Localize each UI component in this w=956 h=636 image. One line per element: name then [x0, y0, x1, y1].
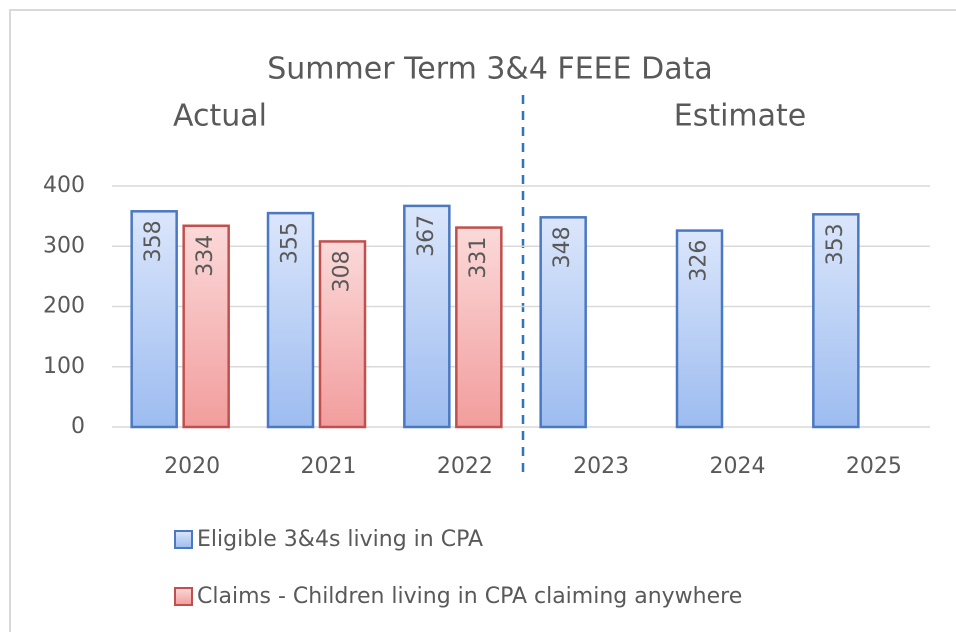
x-tick-label: 2021	[301, 454, 357, 479]
x-tick-label: 2022	[437, 454, 493, 479]
bar	[539, 216, 587, 429]
bar	[675, 229, 724, 429]
data-label: 348	[550, 226, 575, 268]
bar	[266, 211, 315, 429]
bar	[182, 224, 230, 429]
y-tick-label: 0	[71, 414, 85, 439]
data-label: 308	[330, 250, 355, 292]
annotation: Actual	[173, 99, 267, 134]
bar	[318, 240, 367, 429]
bar	[403, 204, 451, 429]
data-label: 355	[278, 222, 303, 264]
x-tick-label: 2025	[846, 454, 902, 479]
y-tick-label: 200	[43, 294, 85, 319]
data-label: 331	[466, 237, 491, 279]
data-label: 353	[823, 223, 848, 265]
chart-title: Summer Term 3&4 FEEE Data	[267, 52, 712, 87]
y-tick-label: 100	[43, 354, 85, 379]
bar	[455, 226, 503, 429]
legend-label: Eligible 3&4s living in CPA	[197, 527, 483, 552]
bar	[130, 210, 178, 429]
x-tick-label: 2024	[710, 454, 766, 479]
data-label: 367	[414, 215, 439, 257]
legend-swatch	[174, 530, 193, 549]
bar	[812, 213, 860, 429]
legend-label: Claims - Children living in CPA claiming…	[197, 584, 742, 609]
annotation: Estimate	[674, 99, 807, 134]
x-tick-label: 2020	[164, 454, 220, 479]
data-label: 326	[687, 240, 712, 282]
data-label: 334	[193, 235, 218, 277]
y-tick-label: 300	[43, 233, 85, 258]
data-label: 358	[141, 220, 166, 262]
x-tick-label: 2023	[573, 454, 629, 479]
legend-swatch	[174, 587, 193, 606]
y-tick-label: 400	[43, 173, 85, 198]
